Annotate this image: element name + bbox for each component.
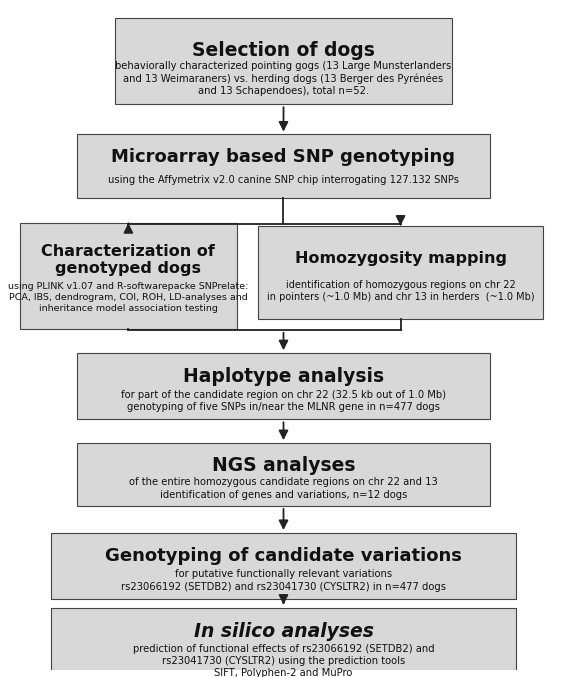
Text: of the entire homozygous candidate regions on chr 22 and 13
identification of ge: of the entire homozygous candidate regio… xyxy=(129,477,438,500)
Text: Haplotype analysis: Haplotype analysis xyxy=(183,367,384,386)
FancyBboxPatch shape xyxy=(19,223,237,329)
Text: for part of the candidate region on chr 22 (32.5 kb out of 1.0 Mb)
genotyping of: for part of the candidate region on chr … xyxy=(121,390,446,412)
Text: for putative functionally relevant variations
rs23066192 (SETDB2) and rs23041730: for putative functionally relevant varia… xyxy=(121,569,446,592)
Text: Selection of dogs: Selection of dogs xyxy=(192,41,375,60)
Text: using PLINK v1.07 and R-softwarepacke SNPrelate:
PCA, IBS, dendrogram, COI, ROH,: using PLINK v1.07 and R-softwarepacke SN… xyxy=(8,282,248,313)
FancyBboxPatch shape xyxy=(77,135,490,198)
FancyBboxPatch shape xyxy=(77,443,490,506)
FancyBboxPatch shape xyxy=(51,607,516,677)
Text: In silico analyses: In silico analyses xyxy=(193,622,374,641)
Text: NGS analyses: NGS analyses xyxy=(211,456,356,475)
Text: Homozygosity mapping: Homozygosity mapping xyxy=(294,250,506,265)
FancyBboxPatch shape xyxy=(115,18,452,104)
Text: Characterization of
genotyped dogs: Characterization of genotyped dogs xyxy=(41,244,215,276)
Text: prediction of functional effects of rs23066192 (SETDB2) and
rs23041730 (CYSLTR2): prediction of functional effects of rs23… xyxy=(133,644,434,677)
Text: behaviorally characterized pointing gogs (13 Large Munsterlanders
and 13 Weimara: behaviorally characterized pointing gogs… xyxy=(115,61,452,96)
FancyBboxPatch shape xyxy=(77,353,490,420)
FancyBboxPatch shape xyxy=(257,225,543,319)
Text: Genotyping of candidate variations: Genotyping of candidate variations xyxy=(105,547,462,565)
FancyBboxPatch shape xyxy=(51,533,516,599)
Text: Microarray based SNP genotyping: Microarray based SNP genotyping xyxy=(112,148,455,166)
Text: identification of homozygous regions on chr 22
in pointers (~1.0 Mb) and chr 13 : identification of homozygous regions on … xyxy=(266,280,534,302)
Text: using the Affymetrix v2.0 canine SNP chip interrogating 127.132 SNPs: using the Affymetrix v2.0 canine SNP chi… xyxy=(108,175,459,185)
